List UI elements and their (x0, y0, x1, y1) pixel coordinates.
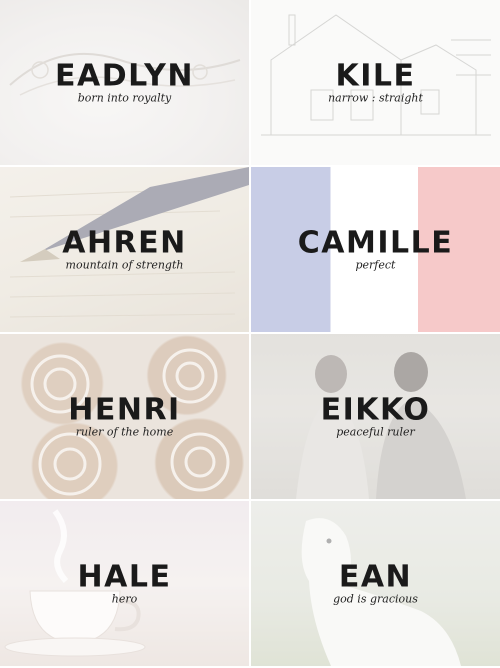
tile-ahren: AHREN mountain of strength (0, 167, 249, 332)
name-text: HALE (77, 559, 172, 594)
meaning-text: peaceful ruler (336, 425, 415, 438)
name-label: EAN god is gracious (251, 562, 500, 605)
white-horse-image (251, 501, 500, 666)
couple-silhouette-icon (296, 352, 466, 499)
name-label: AHREN mountain of strength (0, 228, 249, 271)
name-text: EAN (338, 559, 413, 594)
meaning-text: narrow : straight (328, 91, 423, 104)
tea-cup-image (0, 501, 249, 666)
meaning-text: mountain of strength (65, 258, 184, 271)
name-text: CAMILLE (297, 225, 454, 260)
tile-hale: HALE hero (0, 501, 249, 666)
tile-henri: HENRI ruler of the home (0, 334, 249, 499)
french-flag-image (251, 167, 500, 332)
name-text: AHREN (62, 225, 187, 260)
meaning-text: ruler of the home (75, 425, 174, 438)
tile-eadlyn: EADLYN born into royalty (0, 0, 249, 165)
meaning-text: perfect (355, 258, 396, 271)
name-label: EIKKO peaceful ruler (251, 395, 500, 438)
tile-camille: CAMILLE perfect (251, 167, 500, 332)
house-sketch-icon (261, 14, 491, 136)
meaning-text: god is gracious (333, 592, 418, 605)
name-text: KILE (335, 58, 416, 93)
meaning-text: born into royalty (77, 91, 172, 104)
fountain-pen-icon (9, 167, 249, 318)
pen-letter-image (0, 167, 249, 332)
tile-kile: KILE narrow : straight (251, 0, 500, 165)
horse-icon (301, 518, 461, 666)
name-label: EADLYN born into royalty (0, 61, 249, 104)
name-label: HALE hero (0, 562, 249, 605)
meaning-text: hero (111, 592, 138, 605)
couple-photo-image (251, 334, 500, 499)
tile-eikko: EIKKO peaceful ruler (251, 334, 500, 499)
name-label: CAMILLE perfect (251, 228, 500, 271)
tiara-icon (9, 52, 241, 96)
cinnamon-rolls-image (0, 334, 249, 499)
cinnamon-roll-icon (30, 348, 230, 496)
name-text: EADLYN (55, 58, 194, 93)
name-label: HENRI ruler of the home (0, 395, 249, 438)
name-label: KILE narrow : straight (251, 61, 500, 104)
name-text: HENRI (68, 392, 181, 427)
house-sketch-image (251, 0, 500, 165)
name-text: EIKKO (320, 392, 431, 427)
tea-cup-icon (4, 509, 146, 657)
tile-ean: EAN god is gracious (251, 501, 500, 666)
tiara-image (0, 0, 249, 165)
